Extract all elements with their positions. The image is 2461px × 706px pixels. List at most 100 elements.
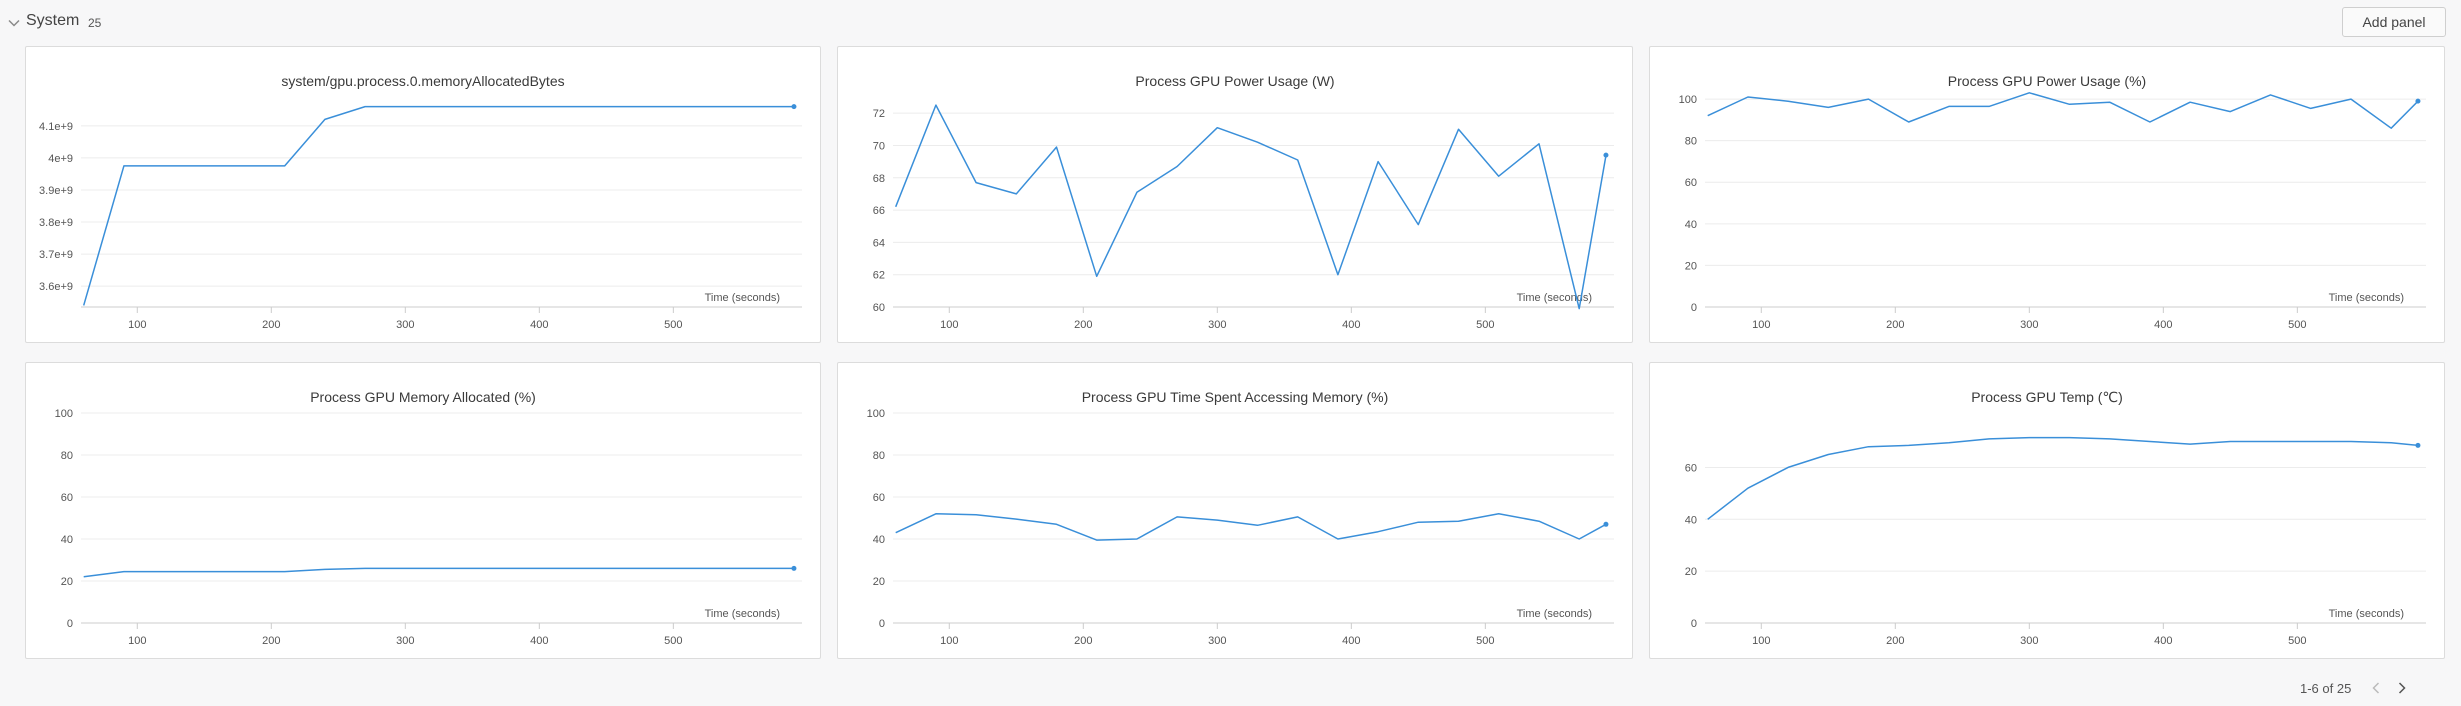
add-panel-button[interactable]: Add panel [2342, 7, 2446, 37]
last-point-marker [791, 565, 797, 571]
y-tick-label: 60 [1685, 177, 1697, 189]
chart-title: system/gpu.process.0.memoryAllocatedByte… [281, 73, 565, 89]
y-tick-label: 20 [1685, 566, 1697, 578]
x-axis-label: Time (seconds) [705, 292, 780, 304]
x-tick-label: 400 [1342, 635, 1360, 647]
chevron-left-icon[interactable] [2367, 679, 2385, 697]
x-tick-label: 100 [1752, 635, 1770, 647]
y-tick-label: 0 [1691, 618, 1697, 630]
series-line [895, 104, 1607, 310]
x-tick-label: 400 [1342, 319, 1360, 331]
chart-panel-power-usage-w[interactable]: Process GPU Power Usage (W) 60 62 64 66 68 70… [837, 46, 1633, 343]
x-tick-label: 300 [2020, 319, 2038, 331]
x-tick-label: 500 [2288, 635, 2306, 647]
y-tick-label: 20 [1685, 260, 1697, 272]
chart-svg: 0 20 40 60 100 200 300 400 500 Time (seconds) [1685, 436, 2426, 647]
y-tick-label: 64 [873, 237, 885, 249]
y-tick-label: 40 [1685, 514, 1697, 526]
y-tick-label: 60 [1685, 462, 1697, 474]
last-point-marker [1603, 152, 1609, 158]
x-tick-label: 200 [1074, 635, 1092, 647]
y-tick-label: 100 [867, 408, 885, 420]
y-tick-label: 40 [1685, 219, 1697, 231]
x-axis-label: Time (seconds) [2329, 292, 2404, 304]
last-point-marker [2415, 98, 2421, 104]
y-tick-label: 20 [873, 576, 885, 588]
y-tick-label: 0 [879, 618, 885, 630]
x-tick-label: 400 [530, 635, 548, 647]
pagination: 1-6 of 25 [2300, 678, 2411, 698]
y-tick-label: 72 [873, 108, 885, 120]
chart-panel-memory-allocated-bytes[interactable]: system/gpu.process.0.memoryAllocatedByte… [25, 46, 821, 343]
y-tick-label: 40 [873, 534, 885, 546]
y-tick-label: 100 [55, 408, 73, 420]
series-line [1707, 436, 2419, 520]
x-tick-label: 300 [1208, 635, 1226, 647]
x-tick-label: 400 [2154, 319, 2172, 331]
chart-panel-gpu-temp[interactable]: Process GPU Temp (℃) 0 20 40 60 100 200 300 400… [1649, 362, 2445, 659]
chart-panel-time-accessing-memory[interactable]: Process GPU Time Spent Accessing Memory … [837, 362, 1633, 659]
series-line [82, 105, 794, 306]
y-tick-label: 70 [873, 140, 885, 152]
chart-svg: 0 20 40 60 80 100 100 200 300 400 500 Time (seconds… [55, 408, 802, 647]
y-tick-label: 3.9e+9 [39, 185, 73, 197]
x-tick-label: 500 [1476, 635, 1494, 647]
last-point-marker [2415, 442, 2421, 448]
y-tick-label: 3.8e+9 [39, 217, 73, 229]
chart-title: Process GPU Power Usage (%) [1947, 73, 2147, 89]
chart-svg: 0 20 40 60 80 100 100 200 300 400 500 Time (seconds… [1679, 92, 2426, 331]
chart-svg: 3.6e+9 3.7e+9 3.8e+9 3.9e+9 4e+9 4.1e+9 100 200… [39, 104, 802, 331]
series-line [1707, 92, 2419, 129]
section-count-badge: 25 [88, 16, 102, 30]
y-tick-label: 80 [1685, 136, 1697, 148]
chart-title: Process GPU Time Spent Accessing Memory … [1081, 389, 1389, 405]
x-tick-label: 500 [664, 319, 682, 331]
chevron-down-icon[interactable] [6, 15, 22, 31]
x-tick-label: 200 [1886, 319, 1904, 331]
chart-title: Process GPU Power Usage (W) [1135, 73, 1335, 89]
x-tick-label: 300 [1208, 319, 1226, 331]
x-tick-label: 100 [940, 319, 958, 331]
section-title[interactable]: System [26, 12, 80, 29]
y-tick-label: 4e+9 [48, 153, 73, 165]
y-tick-label: 3.7e+9 [39, 249, 73, 261]
last-point-marker [1603, 521, 1609, 527]
chevron-right-icon[interactable] [2393, 679, 2411, 697]
chart-panel-power-usage-pct[interactable]: Process GPU Power Usage (%) 0 20 40 60 80 100… [1649, 46, 2445, 343]
y-tick-label: 60 [61, 492, 73, 504]
chart-title: Process GPU Memory Allocated (%) [310, 389, 536, 405]
y-tick-label: 0 [1691, 302, 1697, 314]
chart-svg: 60 62 64 66 68 70 72 100 200 300 400 500 Time (secon… [873, 104, 1614, 331]
y-tick-label: 60 [873, 302, 885, 314]
x-tick-label: 500 [664, 635, 682, 647]
y-tick-label: 66 [873, 205, 885, 217]
chart-panel-memory-allocated-pct[interactable]: Process GPU Memory Allocated (%) 0 20 40 60… [25, 362, 821, 659]
x-tick-label: 300 [396, 319, 414, 331]
pagination-text: 1-6 of 25 [2300, 680, 2352, 696]
x-tick-label: 200 [262, 635, 280, 647]
x-tick-label: 100 [940, 635, 958, 647]
x-axis-label: Time (seconds) [1517, 292, 1592, 304]
y-tick-label: 100 [1679, 94, 1697, 106]
x-tick-label: 400 [2154, 635, 2172, 647]
chart-title: Process GPU Temp (℃) [1971, 389, 2123, 405]
y-tick-label: 68 [873, 173, 885, 185]
section-header: System 25 Add panel [0, 0, 2461, 46]
y-tick-label: 0 [67, 618, 73, 630]
x-axis-label: Time (seconds) [705, 608, 780, 620]
x-tick-label: 500 [1476, 319, 1494, 331]
x-tick-label: 300 [396, 635, 414, 647]
y-tick-label: 80 [61, 450, 73, 462]
series-line [895, 513, 1607, 541]
x-tick-label: 200 [1074, 319, 1092, 331]
x-tick-label: 100 [128, 319, 146, 331]
series-line [83, 567, 794, 578]
last-point-marker [791, 104, 797, 110]
y-tick-label: 40 [61, 534, 73, 546]
y-tick-label: 20 [61, 576, 73, 588]
y-tick-label: 3.6e+9 [39, 281, 73, 293]
y-tick-label: 4.1e+9 [39, 121, 73, 133]
y-tick-label: 62 [873, 270, 885, 282]
x-tick-label: 200 [1886, 635, 1904, 647]
x-tick-label: 500 [2288, 319, 2306, 331]
